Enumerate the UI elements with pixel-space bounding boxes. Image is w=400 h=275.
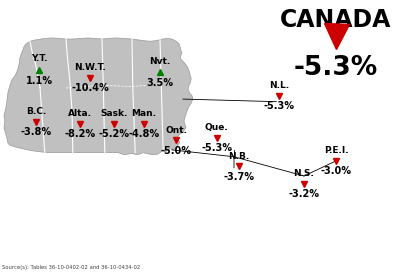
Text: Nvt.: Nvt. <box>149 57 171 66</box>
Text: Man.: Man. <box>132 109 156 118</box>
Text: -3.8%: -3.8% <box>20 127 52 137</box>
Text: -8.2%: -8.2% <box>64 129 96 139</box>
Text: Alta.: Alta. <box>68 109 92 118</box>
Text: Ont.: Ont. <box>165 126 187 135</box>
Text: N.W.T.: N.W.T. <box>74 62 106 72</box>
Text: B.C.: B.C. <box>26 106 46 115</box>
Text: 1.1%: 1.1% <box>26 76 53 86</box>
Text: CANADA: CANADA <box>280 8 392 32</box>
Text: -3.7%: -3.7% <box>224 172 255 182</box>
Text: -3.0%: -3.0% <box>320 166 352 176</box>
Text: -5.3%: -5.3% <box>201 143 232 153</box>
Text: -4.8%: -4.8% <box>128 129 160 139</box>
Text: Sask.: Sask. <box>101 109 128 118</box>
Text: -5.3%: -5.3% <box>294 55 378 81</box>
Text: P.E.I.: P.E.I. <box>324 146 348 155</box>
Text: Source(s): Tables 36-10-0402-02 and 36-10-0434-02: Source(s): Tables 36-10-0402-02 and 36-1… <box>2 265 140 270</box>
Text: N.S.: N.S. <box>294 169 314 178</box>
Text: -5.2%: -5.2% <box>99 129 130 139</box>
Text: Que.: Que. <box>205 123 229 132</box>
Text: Y.T.: Y.T. <box>31 54 48 63</box>
Text: -3.2%: -3.2% <box>288 189 320 199</box>
Text: 3.5%: 3.5% <box>146 78 174 87</box>
Polygon shape <box>4 38 193 155</box>
Text: -5.3%: -5.3% <box>264 101 295 111</box>
Text: -5.0%: -5.0% <box>160 146 192 156</box>
Text: -10.4%: -10.4% <box>71 83 109 93</box>
Text: N.B.: N.B. <box>228 152 250 161</box>
Text: N.L.: N.L. <box>269 81 289 90</box>
